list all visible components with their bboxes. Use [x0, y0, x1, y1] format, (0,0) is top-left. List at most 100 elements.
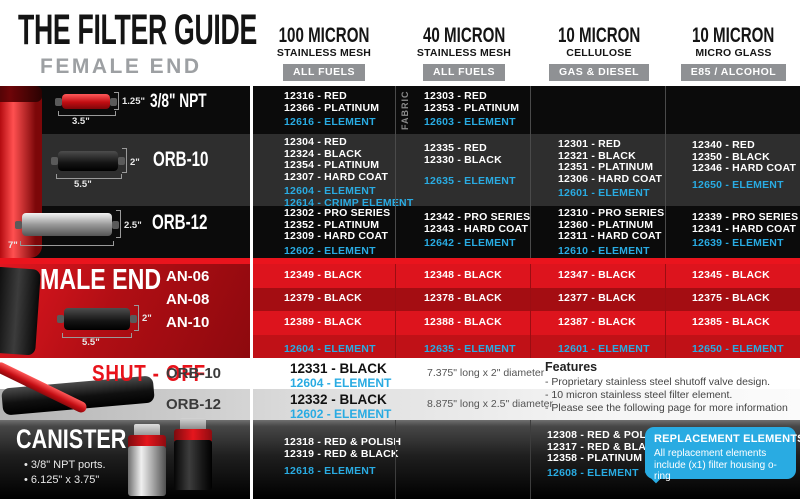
part-numbers: 12388 - BLACK: [424, 316, 502, 328]
row-label-orb10: ORB-10: [153, 148, 209, 171]
column-divider: [665, 264, 666, 358]
element-numbers: 12642 - ELEMENT: [424, 237, 516, 249]
column-micron-label: 100 MICRON: [278, 24, 370, 47]
filter-diagram-orb10: [58, 151, 118, 171]
row-label-orb12: ORB-12: [152, 211, 208, 234]
part-numbers: 12340 - RED 12350 - BLACK 12346 - HARD C…: [692, 139, 797, 174]
element-numbers: 12604 - ELEMENT: [284, 343, 376, 355]
part-cell: 12302 - PRO SERIES 12352 - PLATINUM 1230…: [284, 207, 391, 257]
dimension-label: 7": [8, 240, 18, 251]
fuel-badge: GAS & DIESEL: [548, 64, 650, 81]
part-number: 12332 - BLACK: [290, 392, 387, 407]
part-cell: 12310 - PRO SERIES 12360 - PLATINUM 1231…: [558, 207, 664, 257]
part-numbers: 12318 - RED & POLISH 12319 - RED & BLACK: [284, 436, 402, 460]
features-title: Features: [545, 360, 598, 374]
canister-bullets: • 3/8" NPT ports. • 6.125" x 3.75": [24, 459, 106, 486]
part-numbers: 12301 - RED 12321 - BLACK 12351 - PLATIN…: [558, 138, 663, 185]
product-photo-bracket: [180, 418, 206, 431]
part-numbers: 12389 - BLACK: [284, 316, 362, 328]
dimension-line: [56, 174, 122, 179]
element-numbers: 12635 - ELEMENT: [424, 175, 516, 187]
part-numbers: 12347 - BLACK: [558, 269, 636, 281]
male-end-title: MALE END: [40, 264, 162, 296]
dimension-line: [62, 333, 132, 338]
part-numbers: 12303 - RED 12353 - PLATINUM: [424, 90, 520, 114]
part-cell: 12340 - RED 12350 - BLACK 12346 - HARD C…: [692, 139, 797, 191]
element-numbers: 12635 - ELEMENT: [424, 343, 516, 355]
element-numbers: 12650 - ELEMENT: [692, 343, 784, 355]
an10-row-band: [252, 311, 800, 335]
an06-row-band: [252, 264, 800, 288]
orb10-row-band: [0, 134, 800, 206]
fuel-badge: E85 / ALCOHOL: [680, 64, 787, 81]
part-numbers: 12339 - PRO SERIES 12341 - HARD COAT: [692, 211, 799, 235]
part-cell: 12318 - RED & POLISH 12319 - RED & BLACK…: [284, 436, 402, 478]
dimension-line: [114, 92, 119, 110]
element-numbers: 12608 - ELEMENT: [547, 466, 639, 479]
column-divider: [395, 420, 396, 499]
element-numbers: 12604 - ELEMENT 12614 - CRIMP ELEMENT: [284, 185, 414, 209]
product-photo-bracket: [134, 424, 160, 437]
part-numbers: 12335 - RED 12330 - BLACK: [424, 142, 502, 166]
dimension-line: [58, 111, 116, 116]
part-cell: 12316 - RED 12366 - PLATINUM 12616 - ELE…: [284, 90, 380, 129]
element-numbers: 12601 - ELEMENT: [558, 343, 650, 355]
part-numbers: 12316 - RED 12366 - PLATINUM: [284, 90, 380, 114]
shut-off-title: SHUT - OFF: [92, 360, 207, 386]
part-numbers: 12308 - RED & POLISH 12317 - RED & BLACK…: [547, 429, 664, 464]
dimension-label: 2": [130, 157, 140, 168]
column-divider: [530, 86, 531, 258]
part-cell: 12308 - RED & POLISH 12317 - RED & BLACK…: [547, 429, 664, 479]
page-title-text: THE FILTER GUIDE: [18, 6, 257, 54]
dimension-label: 3.5": [72, 116, 90, 127]
part-numbers: 12304 - RED 12324 - BLACK 12354 - PLATIN…: [284, 136, 389, 183]
dimension-label: 2": [142, 313, 152, 324]
features-block: Features - Proprietary stainless steel s…: [545, 360, 795, 415]
column-micron-label: 10 MICRON: [692, 24, 775, 47]
element-numbers: 12650 - ELEMENT: [692, 178, 784, 191]
part-numbers: 12385 - BLACK: [692, 316, 770, 328]
part-cell: 12342 - PRO SERIES 12343 - HARD COAT 126…: [424, 211, 530, 250]
replacement-title: REPLACEMENT ELEMENTS: [654, 433, 800, 445]
part-numbers: 12348 - BLACK: [424, 269, 502, 281]
fabric-label: FABRIC: [400, 90, 410, 131]
column-divider: [665, 86, 666, 258]
column-divider: [395, 264, 396, 358]
part-cell: 12339 - PRO SERIES 12341 - HARD COAT 126…: [692, 211, 799, 250]
product-photo-male-fitting: [0, 266, 41, 356]
column-divider: [395, 86, 396, 258]
page-title: THE FILTER GUIDE: [18, 6, 403, 55]
row-label-an06: AN-06: [166, 268, 210, 285]
column-material-label: STAINLESS MESH: [416, 47, 512, 59]
features-list: - Proprietary stainless steel shutoff va…: [545, 376, 788, 414]
canister-title: CANISTER: [16, 424, 127, 454]
label-column-divider: [250, 86, 253, 499]
column-header-100-micron: 100 MICRON STAINLESS MESH ALL FUELS: [253, 24, 395, 81]
filter-diagram-npt: [62, 94, 110, 109]
section-label-female-end: FEMALE END: [40, 55, 202, 78]
element-numbers: 12603 - ELEMENT: [424, 116, 516, 128]
column-header-10-micron-glass: 10 MICRON MICRO GLASS E85 / ALCOHOL: [667, 24, 800, 81]
part-numbers: 12302 - PRO SERIES 12352 - PLATINUM 1230…: [284, 207, 391, 242]
product-photo-canister-silver: [128, 446, 166, 496]
spec-text: 8.875" long x 2.5" diameter: [427, 398, 553, 410]
part-numbers: 12387 - BLACK: [558, 316, 636, 328]
dimension-label: 2.5": [124, 220, 142, 231]
red-divider-stripe: [0, 258, 800, 264]
column-material-label: CELLULOSE: [566, 47, 632, 59]
element-number: 12602 - ELEMENT: [290, 407, 392, 421]
element-numbers: 12602 - ELEMENT: [284, 244, 376, 257]
male-element-row-band: [252, 335, 800, 358]
dimension-line: [134, 305, 139, 331]
part-numbers: 12379 - BLACK: [284, 292, 362, 304]
row-label-shutoff-orb10: ORB-10: [166, 365, 222, 382]
part-number: 12331 - BLACK: [290, 361, 387, 376]
element-numbers: 12610 - ELEMENT: [558, 244, 650, 257]
dimension-line: [116, 210, 121, 238]
part-cell: 12304 - RED 12324 - BLACK 12354 - PLATIN…: [284, 136, 414, 209]
column-micron-label: 40 MICRON: [422, 24, 506, 47]
fuel-badge: ALL FUELS: [422, 64, 506, 81]
part-numbers: 12377 - BLACK: [558, 292, 636, 304]
column-micron-label: 10 MICRON: [557, 24, 641, 47]
dimension-line: [122, 148, 127, 173]
